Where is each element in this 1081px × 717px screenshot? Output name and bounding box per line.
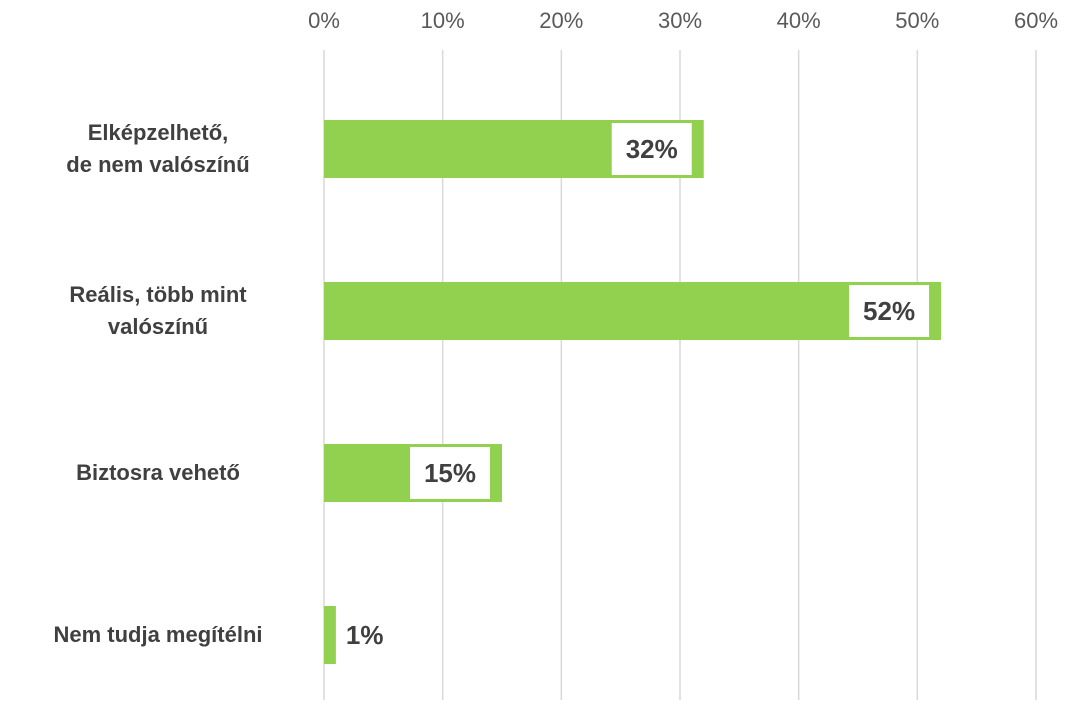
value-label-bg: [410, 447, 490, 499]
value-label-bg: [849, 285, 930, 337]
y-tick-label: Biztosra vehető: [76, 460, 240, 485]
x-tick-label: 40%: [777, 8, 821, 33]
value-label-bg: [611, 123, 692, 175]
x-tick-label: 20%: [539, 8, 583, 33]
x-tick-label: 30%: [658, 8, 702, 33]
bar: [324, 282, 942, 340]
y-tick-label: Reális, több mint valószínű: [69, 282, 247, 339]
bar: [324, 606, 336, 664]
x-tick-label: 60%: [1014, 8, 1058, 33]
value-label: 15%: [424, 458, 476, 488]
x-tick-label: 0%: [308, 8, 340, 33]
x-tick-label: 50%: [895, 8, 939, 33]
y-tick-label: Nem tudja megítélni: [53, 622, 263, 647]
x-tick-label: 10%: [421, 8, 465, 33]
value-label: 52%: [863, 296, 915, 326]
value-label: 32%: [626, 134, 678, 164]
value-label: 1%: [346, 620, 384, 650]
y-tick-label: Elképzelhető, de nem valószínű: [66, 120, 250, 177]
